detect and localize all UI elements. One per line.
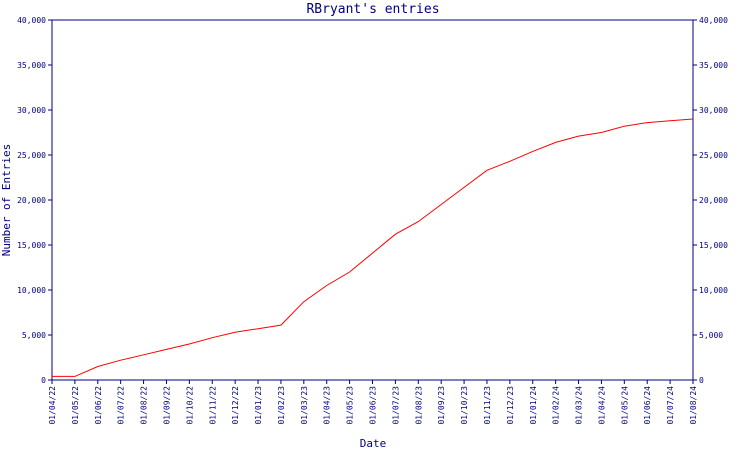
y-tick-label-right: 35,000 — [699, 61, 728, 70]
y-tick-label-left: 5,000 — [22, 331, 46, 340]
y-tick-label-right: 40,000 — [699, 16, 728, 25]
x-tick-label: 01/06/22 — [94, 386, 103, 425]
y-tick-label-right: 0 — [699, 376, 704, 385]
x-tick-label: 01/01/23 — [254, 386, 263, 425]
x-tick-label: 01/06/23 — [369, 386, 378, 425]
y-tick-label-left: 40,000 — [17, 16, 46, 25]
x-tick-label: 01/09/23 — [437, 386, 446, 425]
x-tick-label: 01/06/24 — [643, 386, 652, 425]
y-tick-label-right: 15,000 — [699, 241, 728, 250]
x-tick-label: 01/03/23 — [300, 386, 309, 425]
y-tick-label-left: 20,000 — [17, 196, 46, 205]
x-tick-label: 01/07/24 — [666, 386, 675, 425]
x-tick-label: 01/01/24 — [529, 386, 538, 425]
x-tick-label: 01/11/22 — [208, 386, 217, 425]
x-tick-label: 01/05/22 — [71, 386, 80, 425]
x-tick-label: 01/05/23 — [346, 386, 355, 425]
x-tick-label: 01/05/24 — [620, 386, 629, 425]
y-tick-label-right: 20,000 — [699, 196, 728, 205]
x-tick-label: 01/12/23 — [506, 386, 515, 425]
y-tick-label-right: 25,000 — [699, 151, 728, 160]
x-tick-label: 01/07/22 — [117, 386, 126, 425]
y-tick-label-right: 10,000 — [699, 286, 728, 295]
x-tick-label: 01/10/22 — [185, 386, 194, 425]
x-tick-label: 01/11/23 — [483, 386, 492, 425]
plot-area: 0 0 5,000 5,000 10,000 10,000 15,000 15,000 20,0… — [17, 16, 728, 425]
x-tick-label: 01/07/23 — [391, 386, 400, 425]
chart-title: RBryant's entries — [306, 2, 439, 17]
x-axis-title: Date — [360, 437, 387, 450]
x-tick-label: 01/03/24 — [575, 386, 584, 425]
series-line — [52, 118, 694, 377]
x-tick-label: 01/04/22 — [48, 386, 57, 425]
x-tick-label: 01/02/24 — [552, 386, 561, 425]
x-tick-label: 01/04/24 — [597, 386, 606, 425]
y-tick-label-left: 0 — [41, 376, 46, 385]
x-tick-label: 01/04/23 — [323, 386, 332, 425]
x-tick-label: 01/08/23 — [414, 386, 423, 425]
y-axis-title: Number of Entries — [0, 144, 13, 257]
y-tick-label-left: 15,000 — [17, 241, 46, 250]
x-tick-label: 01/12/22 — [231, 386, 240, 425]
y-tick-label-right: 5,000 — [699, 331, 723, 340]
x-tick-label: 01/09/22 — [162, 386, 171, 425]
y-tick-label-left: 25,000 — [17, 151, 46, 160]
y-tick-label-right: 30,000 — [699, 106, 728, 115]
x-tick-label: 01/08/22 — [140, 386, 149, 425]
plot-frame — [51, 19, 694, 381]
x-tick-label: 01/02/23 — [277, 386, 286, 425]
x-tick-label: 01/08/24 — [689, 386, 698, 425]
y-tick-label-left: 10,000 — [17, 286, 46, 295]
y-tick-label-left: 30,000 — [17, 106, 46, 115]
x-tick-label: 01/10/23 — [460, 386, 469, 425]
y-tick-label-left: 35,000 — [17, 61, 46, 70]
